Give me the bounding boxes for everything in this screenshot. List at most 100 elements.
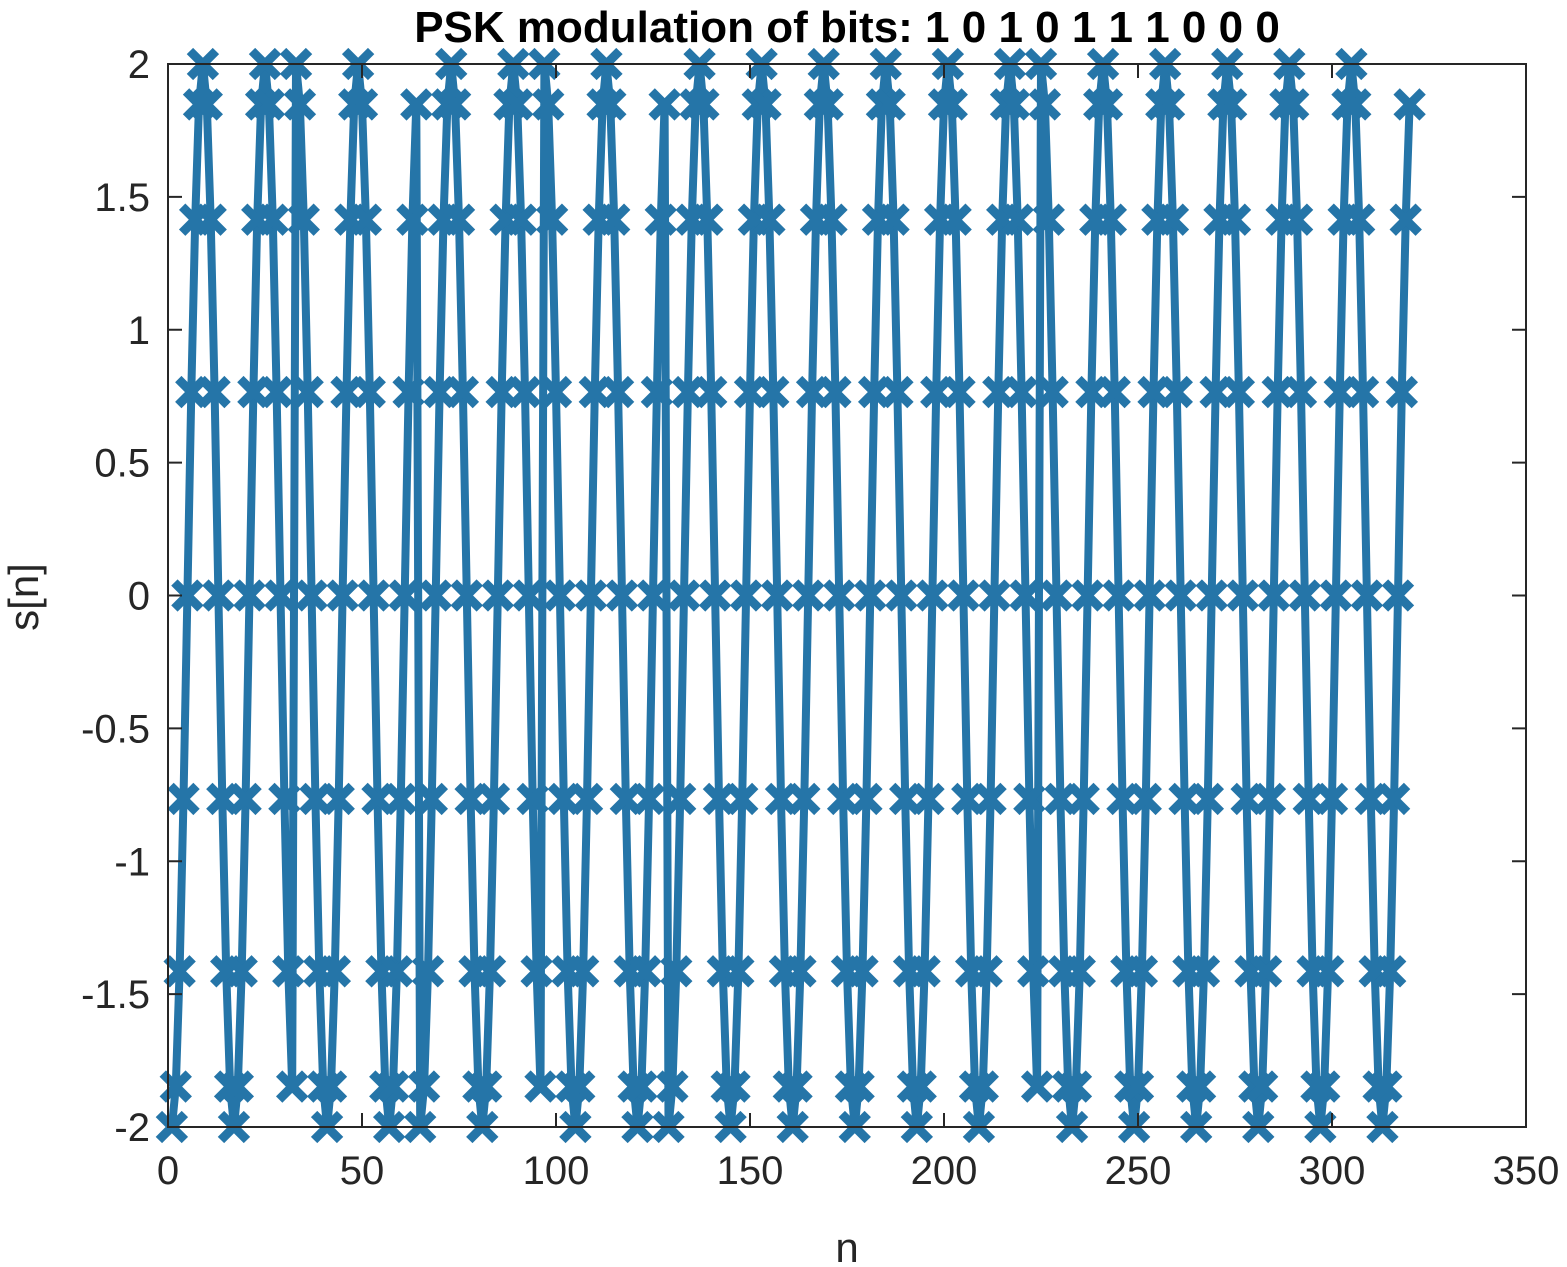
- data-point-marker: [629, 955, 662, 988]
- data-point-marker: [501, 88, 534, 121]
- data-point-marker: [726, 782, 759, 816]
- data-point-marker: [1308, 1070, 1341, 1103]
- data-point-marker: [376, 1070, 410, 1103]
- data-point-marker: [1319, 579, 1353, 612]
- data-point-marker: [268, 782, 301, 816]
- data-point-marker: [295, 579, 328, 612]
- data-point-marker: [353, 375, 386, 409]
- data-point-marker: [722, 955, 755, 988]
- data-point-marker: [842, 1070, 875, 1103]
- data-point-marker: [846, 955, 879, 988]
- data-point-marker: [392, 375, 425, 409]
- data-point-marker: [407, 1070, 441, 1103]
- data-point-marker: [213, 1070, 247, 1103]
- data-point-marker: [1207, 88, 1240, 121]
- data-point-marker: [710, 1070, 743, 1103]
- data-point-marker: [1032, 203, 1065, 236]
- data-point-marker: [307, 1070, 340, 1103]
- data-point-marker: [636, 579, 670, 612]
- data-point-marker: [338, 88, 371, 121]
- data-point-marker: [586, 88, 619, 121]
- data-point-marker: [1300, 1070, 1333, 1103]
- data-point-marker: [598, 203, 631, 236]
- data-point-marker: [1377, 782, 1411, 816]
- data-point-marker: [648, 88, 681, 121]
- data-point-marker: [1094, 203, 1128, 236]
- data-point-marker: [718, 1070, 751, 1103]
- data-point-marker: [194, 203, 227, 236]
- data-point-marker: [225, 955, 258, 988]
- data-point-marker: [543, 579, 577, 612]
- data-point-marker: [896, 1070, 930, 1103]
- data-point-marker: [772, 1070, 805, 1103]
- data-point-marker: [1269, 88, 1302, 121]
- data-point-marker: [912, 782, 945, 816]
- data-point-marker: [512, 579, 546, 612]
- data-point-marker: [885, 579, 918, 612]
- data-point-marker: [1331, 88, 1364, 121]
- data-point-marker: [1214, 88, 1248, 121]
- y-tick-label: -1.5: [81, 973, 150, 1017]
- data-point-marker: [1051, 1070, 1085, 1103]
- data-point-marker: [345, 88, 379, 121]
- data-point-marker: [1277, 88, 1310, 121]
- data-point-marker: [811, 88, 844, 121]
- data-point-marker: [539, 375, 573, 409]
- data-point-marker: [815, 203, 848, 236]
- data-point-marker: [1121, 1070, 1155, 1103]
- data-point-marker: [1311, 955, 1345, 988]
- data-point-marker: [520, 955, 553, 988]
- data-point-marker: [784, 955, 817, 988]
- data-point-marker: [1253, 782, 1287, 816]
- data-point-marker: [698, 579, 732, 612]
- data-point-marker: [1374, 955, 1407, 988]
- data-point-marker: [349, 203, 383, 236]
- data-point-marker: [958, 1070, 992, 1103]
- data-point-marker: [1315, 782, 1349, 816]
- data-point-marker: [221, 1070, 255, 1103]
- x-tick-label: 0: [157, 1149, 179, 1193]
- data-point-marker: [473, 955, 507, 988]
- data-point-marker: [1067, 782, 1100, 816]
- x-tick-label: 100: [523, 1149, 590, 1193]
- data-point-marker: [757, 375, 790, 409]
- data-point-marker: [202, 579, 235, 612]
- data-point-marker: [1005, 375, 1038, 409]
- data-point-marker: [966, 1070, 999, 1103]
- y-tick-label: 0.5: [94, 442, 150, 486]
- data-point-marker: [167, 782, 200, 816]
- data-point-marker: [625, 1070, 658, 1103]
- y-axis-label: s[n]: [0, 563, 47, 631]
- x-axis-label: n: [835, 1224, 858, 1267]
- y-tick-label: 1.5: [94, 176, 150, 220]
- data-point-marker: [318, 955, 352, 988]
- data-point-marker: [264, 579, 297, 612]
- y-tick-label: -0.5: [81, 707, 150, 751]
- data-point-marker: [601, 375, 635, 409]
- data-point-marker: [749, 88, 782, 121]
- data-point-marker: [532, 88, 565, 121]
- data-point-marker: [792, 579, 825, 612]
- data-point-marker: [605, 579, 639, 612]
- data-point-marker: [400, 88, 433, 121]
- data-point-marker: [1036, 375, 1069, 409]
- x-tick-label: 200: [911, 1149, 978, 1193]
- data-point-marker: [1129, 782, 1162, 816]
- data-point-marker: [663, 782, 697, 816]
- data-point-marker: [854, 579, 887, 612]
- data-point-marker: [469, 1070, 503, 1103]
- data-point-marker: [865, 88, 899, 121]
- data-point-marker: [1288, 579, 1322, 612]
- data-point-marker: [667, 579, 701, 612]
- data-point-marker: [535, 203, 569, 236]
- data-point-marker: [1218, 203, 1252, 236]
- data-point-marker: [1257, 579, 1290, 612]
- data-point-marker: [989, 88, 1023, 121]
- x-axis: 0 50 100 150 200 250 300 350: [157, 64, 1559, 1193]
- data-point-marker: [974, 782, 1007, 816]
- data-point-marker: [442, 203, 476, 236]
- data-point-marker: [916, 579, 949, 612]
- data-point-marker: [741, 88, 774, 121]
- data-point-marker: [873, 88, 906, 121]
- chart-title: PSK modulation of bits: 1 0 1 0 1 1 1 0 …: [414, 3, 1280, 52]
